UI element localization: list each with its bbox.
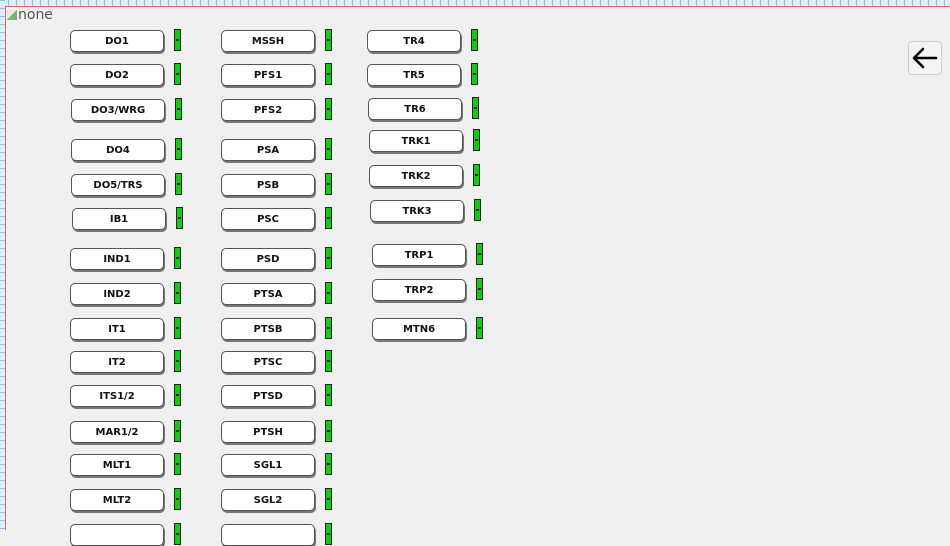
status-indicator (476, 317, 483, 339)
status-indicator (174, 453, 181, 475)
status-indicator (174, 488, 181, 510)
signal-button[interactable]: IB1 (72, 208, 166, 230)
signal-button[interactable]: DO4 (71, 139, 165, 161)
status-indicator (325, 173, 332, 195)
status-indicator (471, 29, 478, 51)
signal-button[interactable]: PSC (221, 208, 315, 230)
signal-button[interactable]: TR5 (367, 64, 461, 86)
status-indicator (174, 282, 181, 304)
signal-button[interactable]: TR4 (367, 30, 461, 52)
signal-button[interactable]: DO1 (70, 30, 164, 52)
signal-button[interactable]: DO3/WRG (71, 99, 165, 121)
signal-button[interactable]: TRK2 (369, 165, 463, 187)
signal-button[interactable]: PTSD (221, 385, 315, 407)
status-indicator (325, 317, 332, 339)
status-indicator (174, 523, 181, 545)
status-indicator (174, 247, 181, 269)
status-indicator (473, 164, 480, 186)
status-indicator (472, 97, 479, 119)
status-indicator (175, 173, 182, 195)
horizontal-ruler (0, 0, 950, 6)
status-indicator (471, 63, 478, 85)
signal-button[interactable]: MAR1/2 (70, 421, 164, 443)
status-indicator (476, 278, 483, 300)
signal-button[interactable]: PSB (221, 174, 315, 196)
canvas-frame (5, 6, 950, 530)
signal-button[interactable]: TRK3 (370, 200, 464, 222)
signal-button[interactable]: TRP2 (372, 279, 466, 301)
signal-button[interactable]: MSSH (221, 30, 315, 52)
back-button[interactable] (908, 41, 942, 75)
signal-button[interactable]: TR6 (368, 98, 462, 120)
status-indicator (174, 384, 181, 406)
signal-button[interactable]: TRK1 (369, 130, 463, 152)
status-indicator (174, 317, 181, 339)
signal-button[interactable]: ITS1/2 (70, 385, 164, 407)
signal-button[interactable]: DO2 (70, 64, 164, 86)
status-indicator (325, 207, 332, 229)
broken-image: none (7, 7, 53, 23)
status-indicator (325, 282, 332, 304)
status-indicator (476, 243, 483, 265)
signal-button[interactable]: PTSH (221, 421, 315, 443)
status-indicator (325, 420, 332, 442)
signal-button[interactable]: IT1 (70, 318, 164, 340)
status-indicator (176, 207, 183, 229)
signal-button[interactable]: MTN6 (372, 318, 466, 340)
signal-button[interactable]: DO5/TRS (71, 174, 165, 196)
vertical-ruler (0, 0, 5, 530)
broken-image-icon (7, 10, 17, 20)
status-indicator (174, 63, 181, 85)
broken-image-alt: none (18, 7, 53, 23)
status-indicator (325, 350, 332, 372)
signal-button[interactable]: PSA (221, 139, 315, 161)
signal-button[interactable]: MLT2 (70, 489, 164, 511)
signal-button[interactable]: PTSC (221, 351, 315, 373)
signal-button[interactable] (70, 524, 164, 546)
status-indicator (325, 384, 332, 406)
signal-button[interactable]: IND2 (70, 283, 164, 305)
signal-button[interactable]: PTSA (221, 283, 315, 305)
status-indicator (174, 350, 181, 372)
signal-button[interactable] (221, 524, 315, 546)
signal-button[interactable]: TRP1 (372, 244, 466, 266)
signal-button[interactable]: SGL2 (221, 489, 315, 511)
status-indicator (473, 129, 480, 151)
status-indicator (325, 488, 332, 510)
status-indicator (325, 453, 332, 475)
arrow-left-icon (912, 47, 938, 69)
signal-button[interactable]: PFS1 (221, 64, 315, 86)
status-indicator (325, 98, 332, 120)
status-indicator (174, 420, 181, 442)
status-indicator (175, 138, 182, 160)
status-indicator (325, 523, 332, 545)
signal-button[interactable]: PSD (221, 248, 315, 270)
status-indicator (325, 247, 332, 269)
signal-button[interactable]: PFS2 (221, 99, 315, 121)
status-indicator (175, 98, 182, 120)
signal-button[interactable]: IND1 (70, 248, 164, 270)
status-indicator (325, 138, 332, 160)
signal-button[interactable]: SGL1 (221, 454, 315, 476)
signal-button[interactable]: IT2 (70, 351, 164, 373)
status-indicator (474, 199, 481, 221)
signal-button[interactable]: PTSB (221, 318, 315, 340)
status-indicator (325, 29, 332, 51)
signal-button[interactable]: MLT1 (70, 454, 164, 476)
status-indicator (174, 29, 181, 51)
status-indicator (325, 63, 332, 85)
